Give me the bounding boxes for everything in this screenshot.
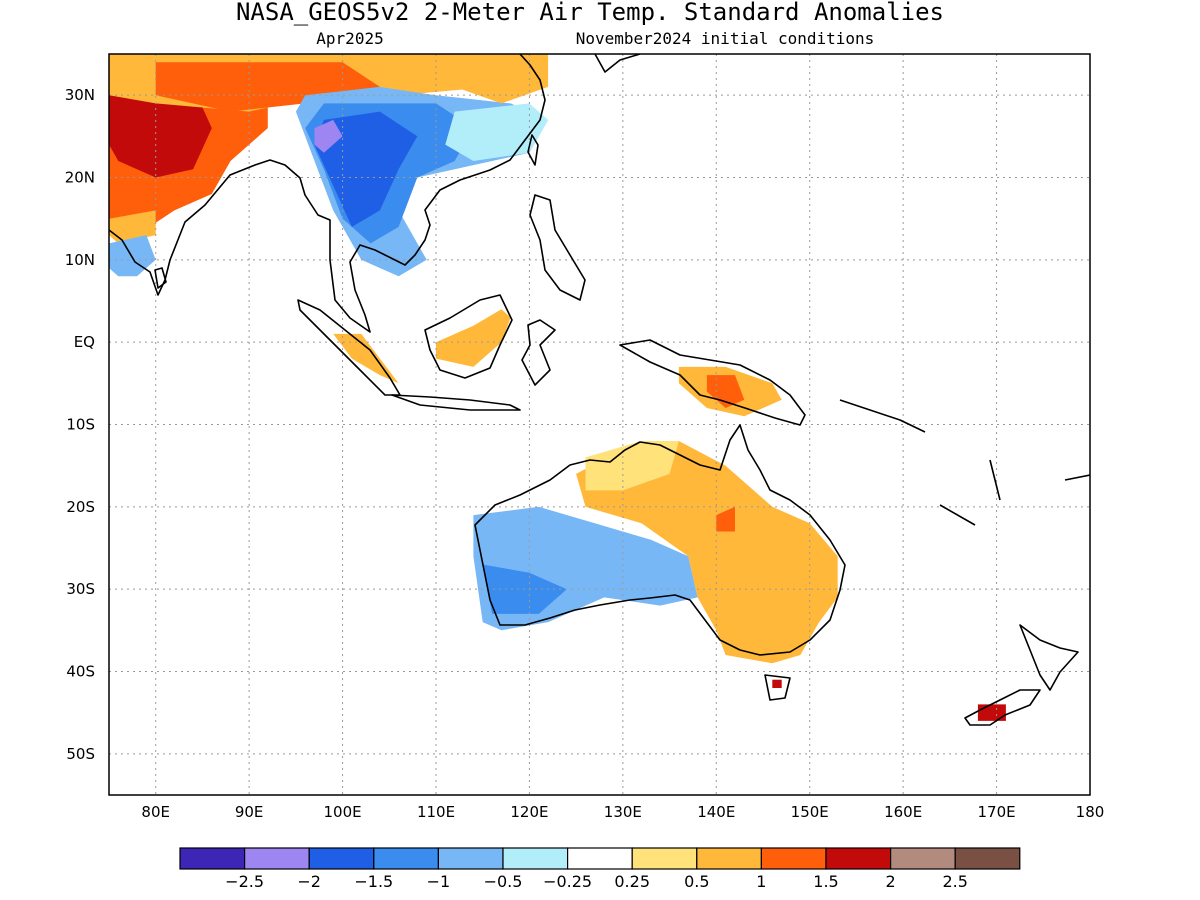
longitude-axis: 80E 90E 100E 110E 120E 130E 140E 150E 160E 170E 18… bbox=[141, 803, 1104, 821]
lon-tick-label: 110E bbox=[417, 803, 455, 821]
coast-vanuatu bbox=[989, 459, 1001, 501]
lat-tick-label: 40S bbox=[66, 663, 95, 681]
legend-swatch bbox=[244, 847, 310, 870]
legend-label: −0.5 bbox=[484, 872, 523, 891]
coast-borneo bbox=[424, 294, 513, 379]
valid-month-label: Apr2025 bbox=[316, 29, 383, 48]
legend-label: 2.5 bbox=[942, 872, 967, 891]
coast-fiji bbox=[1064, 474, 1090, 481]
lon-tick-label: 100E bbox=[324, 803, 362, 821]
legend-label: −2.5 bbox=[225, 872, 264, 891]
coast-nz-south bbox=[964, 689, 1041, 726]
legend-label: −2 bbox=[297, 872, 321, 891]
coast-australia bbox=[474, 424, 846, 656]
coast-nz-north bbox=[1019, 624, 1079, 691]
coast-java bbox=[391, 394, 521, 411]
legend-swatch bbox=[954, 847, 1021, 870]
lat-tick-label: 10S bbox=[66, 416, 95, 434]
coast-sulawesi bbox=[521, 319, 556, 386]
lon-tick-label: 160E bbox=[884, 803, 922, 821]
lon-tick-label: 120E bbox=[510, 803, 548, 821]
legend-label: 1 bbox=[756, 872, 766, 891]
map-title: NASA_GEOS5v2 2-Meter Air Temp. Standard … bbox=[236, 0, 944, 26]
legend-label: −0.25 bbox=[543, 872, 592, 891]
legend-swatch bbox=[373, 847, 439, 870]
coastlines bbox=[109, 54, 1090, 726]
legend-swatch bbox=[566, 847, 633, 870]
anomaly-region-east-asia-coast-light bbox=[445, 103, 549, 161]
coast-tasmania bbox=[764, 674, 791, 701]
legend-swatch bbox=[631, 847, 698, 870]
anomaly-region-sumatra-warm bbox=[333, 333, 399, 384]
coast-philippines bbox=[529, 194, 586, 301]
lon-tick-label: 140E bbox=[697, 803, 735, 821]
legend-swatch bbox=[696, 847, 762, 870]
coast-asia-mainland bbox=[109, 54, 546, 333]
anomaly-region-tasmania-hot bbox=[772, 679, 782, 688]
legend-swatch bbox=[179, 847, 246, 870]
lat-tick-label: 10N bbox=[65, 251, 95, 269]
legend-label: 0.25 bbox=[614, 872, 650, 891]
legend-swatch bbox=[825, 847, 892, 870]
anomaly-region-india-edge-mild bbox=[109, 210, 156, 244]
lon-tick-label: 90E bbox=[235, 803, 264, 821]
lat-tick-label: 20S bbox=[66, 498, 95, 516]
anomaly-region-australia-north-pale bbox=[585, 441, 679, 491]
coast-solomons bbox=[839, 399, 926, 433]
anomaly-region-yunnan-lilac bbox=[314, 119, 343, 153]
lon-tick-label: 130E bbox=[604, 803, 642, 821]
map-frame bbox=[108, 53, 1091, 796]
lat-tick-label: 20N bbox=[65, 169, 95, 187]
legend-swatch bbox=[437, 847, 504, 870]
lat-tick-label: 30S bbox=[66, 580, 95, 598]
color-legend: −2.5 −2 −1.5 −1 −0.5 −0.25 0.25 0.5 1 1.5 2 2.5 bbox=[179, 847, 1021, 891]
legend-label: 1.5 bbox=[813, 872, 838, 891]
coast-korea bbox=[594, 54, 641, 73]
coast-taiwan bbox=[527, 134, 539, 166]
legend-label: 0.5 bbox=[684, 872, 709, 891]
map-panel bbox=[108, 53, 1091, 796]
lon-tick-label: 170E bbox=[978, 803, 1016, 821]
legend-label: 2 bbox=[886, 872, 896, 891]
coast-sri-lanka bbox=[154, 267, 167, 289]
legend-swatch bbox=[760, 847, 827, 870]
lon-tick-label: 150E bbox=[791, 803, 829, 821]
anomaly-shading bbox=[109, 54, 1006, 721]
anomaly-region-australia-central-hot bbox=[716, 506, 735, 532]
legend-label: −1.5 bbox=[354, 872, 393, 891]
legend-swatch bbox=[308, 847, 375, 870]
latitude-axis: 30N 20N 10N EQ 10S 20S 30S 40S 50S bbox=[65, 86, 95, 763]
lat-tick-label: EQ bbox=[74, 333, 95, 351]
lon-tick-label: 80E bbox=[141, 803, 170, 821]
anomaly-region-india-south-cool bbox=[109, 235, 156, 277]
coast-new-caledonia bbox=[939, 504, 976, 526]
anomaly-region-india-core-hot bbox=[109, 86, 212, 178]
legend-swatch bbox=[502, 847, 569, 870]
legend-swatch bbox=[889, 847, 956, 870]
anomaly-region-australia-north-east-warm bbox=[576, 441, 838, 664]
init-conditions-label: November2024 initial conditions bbox=[576, 29, 875, 48]
anomaly-region-borneo-warm bbox=[436, 309, 511, 367]
lat-tick-label: 30N bbox=[65, 86, 95, 104]
lat-tick-label: 50S bbox=[66, 745, 95, 763]
graticule bbox=[109, 54, 1090, 795]
lon-tick-label: 180 bbox=[1076, 803, 1105, 821]
legend-label: −1 bbox=[427, 872, 451, 891]
coast-new-guinea bbox=[619, 339, 806, 426]
anomaly-region-east-asia-cool-c bbox=[314, 111, 418, 227]
anomaly-region-east-china-warm bbox=[454, 54, 549, 104]
anomaly-region-new-zealand-hot bbox=[977, 704, 1006, 721]
